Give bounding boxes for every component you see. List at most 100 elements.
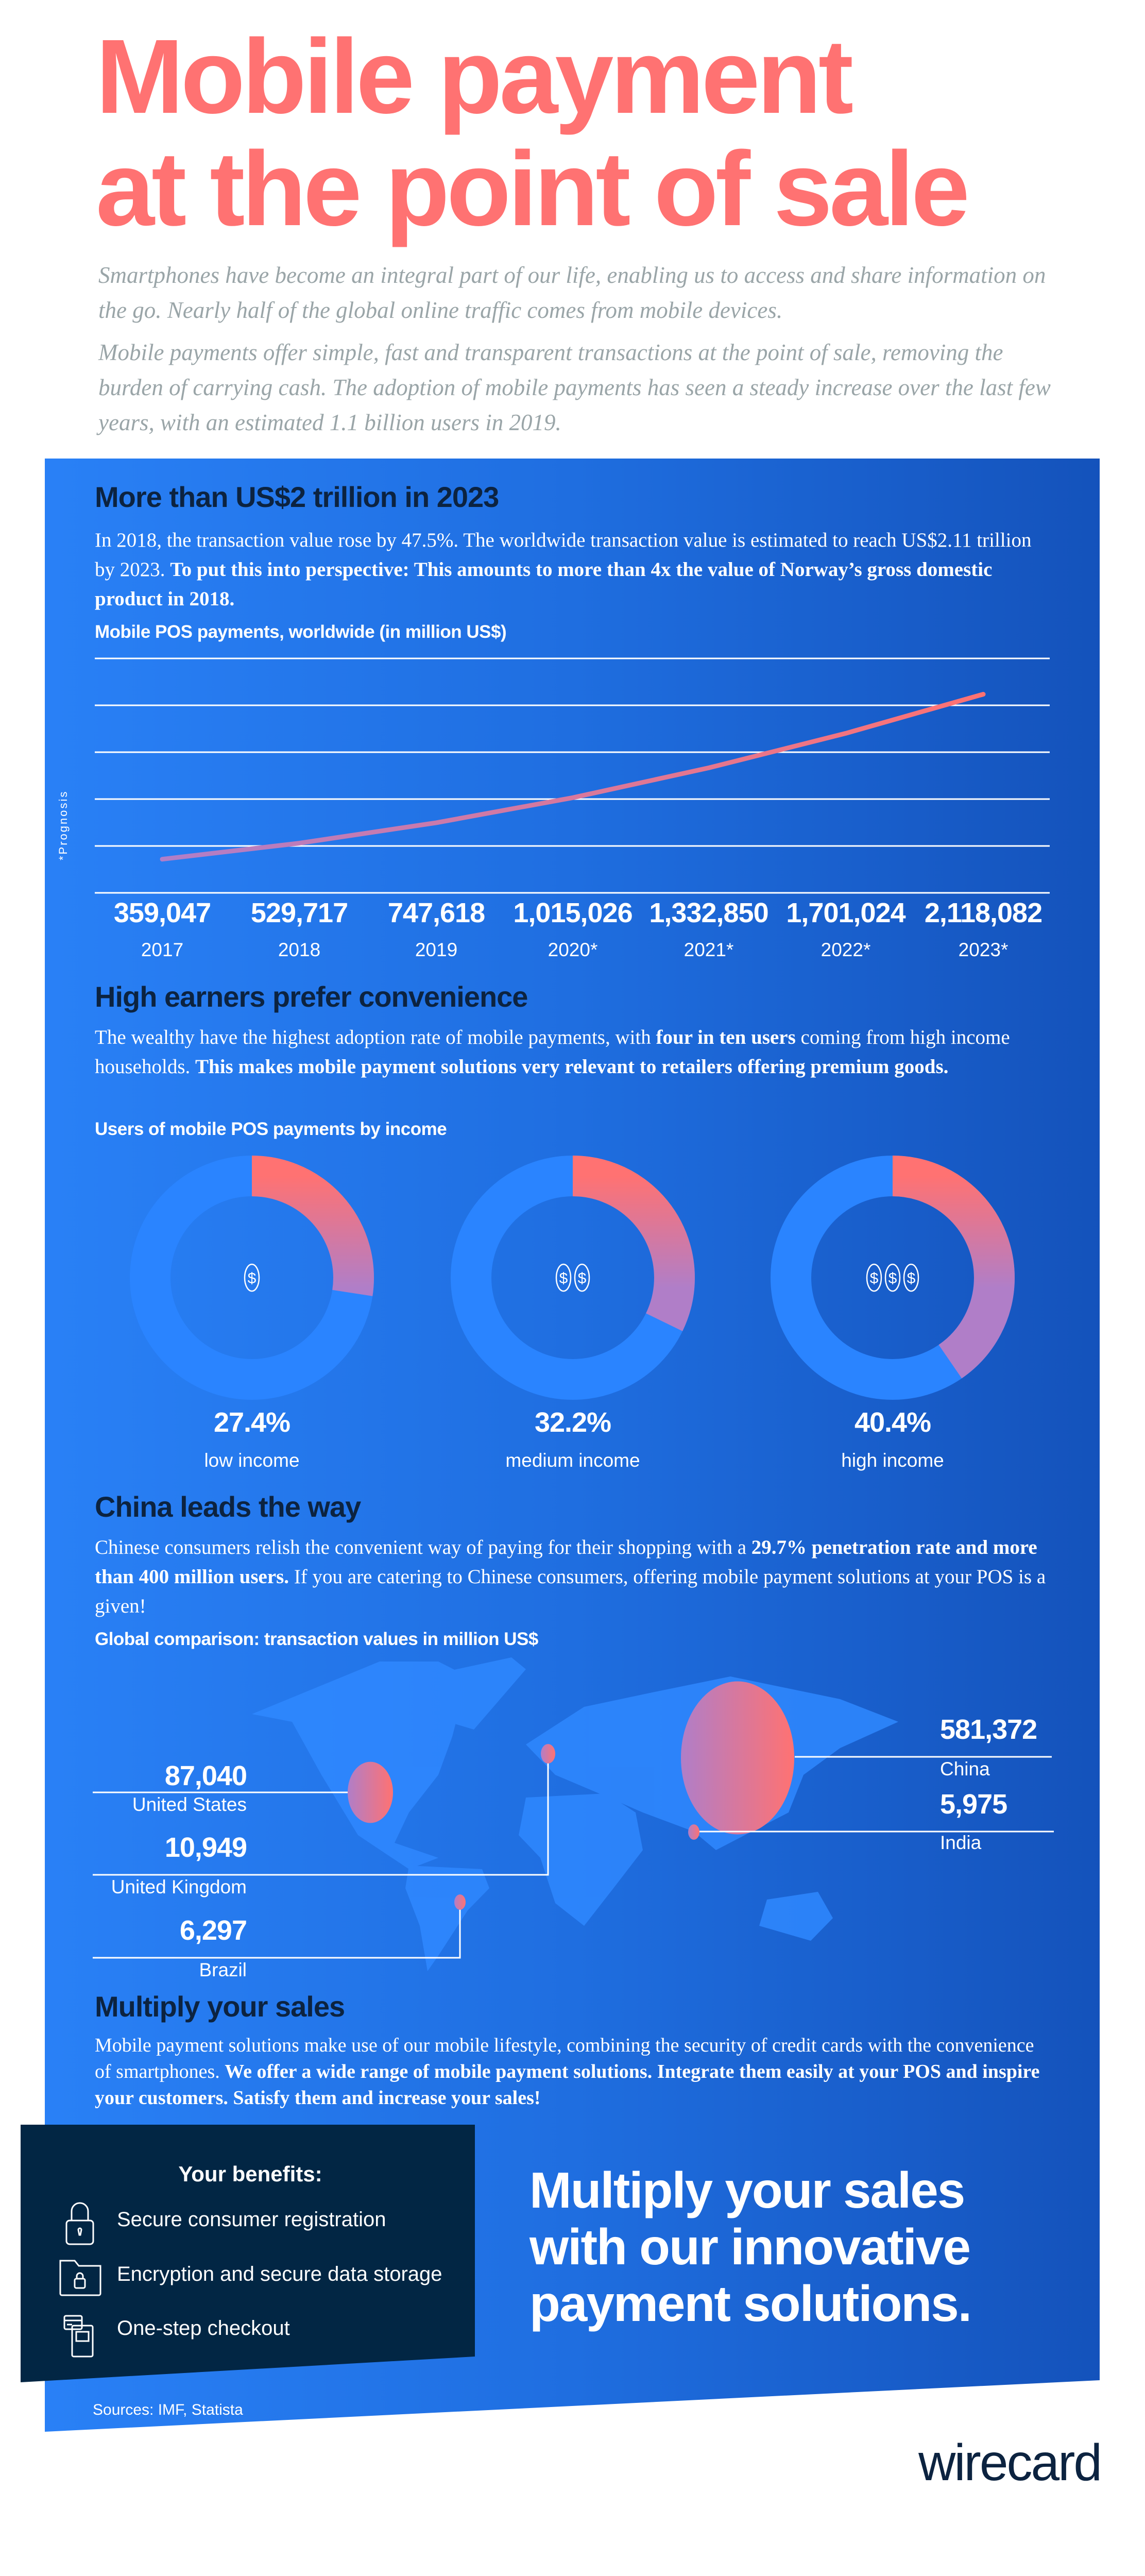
section-heading-china: China leads the way [95, 1490, 361, 1523]
dollar-coin-icon: $ [884, 1263, 901, 1292]
donut-chart-title: Users of mobile POS payments by income [95, 1119, 447, 1139]
cta-headline: Multiply your sales with our innovative … [529, 2162, 972, 2332]
donut-segment [130, 1156, 374, 1400]
donut-value: 32.2% [534, 1407, 611, 1438]
country-value: 10,949 [164, 1832, 247, 1863]
text-segment-bold: 29.7% penetration rate and more than 400… [95, 1536, 1037, 1588]
donut-label: high income [841, 1450, 944, 1471]
section-heading-multiply: Multiply your sales [95, 1990, 345, 2023]
text-segment-bold: To put this into perspective: This amoun… [95, 558, 993, 610]
greenland-shape [423, 1657, 526, 1730]
value-bubble [681, 1681, 794, 1835]
svg-text:$: $ [559, 1270, 568, 1287]
text-segment-bold: four in ten users [656, 1026, 796, 1048]
cta-line: with our innovative [529, 2218, 971, 2275]
leader-line [93, 1908, 461, 1959]
card-phone-icon [63, 2314, 97, 2360]
benefit-item: Secure consumer registration [117, 2208, 386, 2231]
country-label: United States [132, 1794, 247, 1815]
data-label: 529,717 [250, 897, 348, 928]
country-label: Brazil [199, 1959, 247, 1980]
svg-text:$: $ [907, 1270, 916, 1287]
sources-note: Sources: IMF, Statista [93, 2401, 243, 2418]
country-value: 6,297 [179, 1915, 247, 1946]
folder-lock-icon [59, 2259, 102, 2299]
data-label: 747,618 [387, 897, 485, 928]
donut-label: medium income [505, 1450, 640, 1471]
benefit-item: One-step checkout [117, 2317, 290, 2340]
x-tick-label: 2019 [415, 939, 458, 960]
text-segment-bold: We offer a wide range of mobile payment … [95, 2061, 1040, 2109]
leader-line [93, 1761, 549, 1876]
x-tick-label: 2021* [683, 939, 734, 960]
section-heading-high-earners: High earners prefer convenience [95, 980, 528, 1013]
country-label: India [940, 1832, 982, 1853]
cta-line: Multiply your sales [529, 2162, 965, 2218]
value-bubble [541, 1744, 555, 1764]
page-title: Mobile payment at the point of sale [96, 18, 970, 248]
x-tick-label: 2023* [958, 939, 1009, 960]
data-label: 2,118,082 [924, 897, 1043, 928]
data-label: 1,701,024 [786, 897, 905, 928]
donut-segment [771, 1156, 1015, 1400]
country-label: United Kingdom [111, 1876, 247, 1897]
title-line-2: at the point of sale [96, 130, 970, 248]
content-panel [45, 459, 1100, 2432]
intro-paragraph-1: Smartphones have become an integral part… [98, 262, 1046, 323]
x-tick-label: 2017 [141, 939, 184, 960]
benefits-title: Your benefits: [178, 2162, 322, 2186]
x-tick-label: 2018 [278, 939, 321, 960]
text-segment: Chinese consumers relish the convenient … [95, 1536, 751, 1558]
donut-segment [451, 1156, 695, 1400]
text-segment: Mobile payment solutions make use of our… [95, 2035, 1034, 2082]
text-segment: coming from high income households. [95, 1026, 1010, 1078]
cta-line: payment solutions. [529, 2275, 972, 2332]
svg-text:$: $ [578, 1270, 587, 1287]
section-heading-transaction-value: More than US$2 trillion in 2023 [95, 481, 499, 513]
text-segment: The wealthy have the highest adoption ra… [95, 1026, 656, 1048]
africa-shape [519, 1793, 643, 1926]
map-chart-title: Global comparison: transaction values in… [95, 1629, 538, 1649]
value-bubble [688, 1824, 699, 1840]
data-label: 359,047 [113, 897, 211, 928]
world-map [93, 1657, 898, 1971]
section-text-multiply: Mobile payment solutions make use of our… [95, 2032, 1053, 2111]
line-chart [95, 657, 1050, 894]
benefit-item: Encryption and secure data storage [117, 2263, 442, 2285]
data-label: 1,015,026 [513, 897, 633, 928]
lock-icon [64, 2200, 95, 2249]
intro-paragraph-2: Mobile payments offer simple, fast and t… [98, 340, 1051, 435]
x-tick-label: 2022* [821, 939, 871, 960]
dollar-coin-icon: $ [555, 1263, 572, 1292]
chart-title: Mobile POS payments, worldwide (in milli… [95, 622, 507, 642]
donut-value: 40.4% [854, 1407, 931, 1438]
section-text-china: Chinese consumers relish the convenient … [95, 1533, 1053, 1621]
series-line [160, 692, 986, 862]
value-bubble [348, 1761, 393, 1823]
x-tick-label: 2020* [548, 939, 598, 960]
donut-value: 27.4% [213, 1407, 290, 1438]
data-label: 1,332,850 [649, 897, 768, 928]
text-segment-bold: This makes mobile payment solutions very… [195, 1056, 949, 1078]
value-bubble [454, 1894, 466, 1910]
country-value: 581,372 [940, 1714, 1037, 1745]
donut-charts: $ $ $ $ $ $ [130, 1156, 1015, 1400]
text-segment: In 2018, the transaction value rose by 4… [95, 529, 1032, 581]
svg-text:$: $ [888, 1270, 897, 1287]
australia-shape [759, 1892, 833, 1941]
country-label: China [940, 1758, 990, 1780]
title-line-1: Mobile payment [96, 18, 853, 135]
donut-label: low income [204, 1450, 300, 1471]
country-value: 87,040 [164, 1760, 247, 1791]
country-value: 5,975 [940, 1789, 1007, 1820]
section-text-transaction-value: In 2018, the transaction value rose by 4… [95, 526, 1053, 614]
south-america-shape [405, 1866, 489, 1971]
dollar-coin-icon: $ [903, 1263, 919, 1292]
benefits-box [21, 2125, 475, 2382]
svg-text:$: $ [870, 1270, 879, 1287]
text-segment: If you are catering to Chinese consumers… [95, 1566, 1046, 1617]
wirecard-logo: wirecard [918, 2434, 1102, 2492]
dollar-coin-icon: $ [244, 1263, 260, 1292]
svg-text:$: $ [248, 1270, 257, 1287]
section-text-high-earners: The wealthy have the highest adoption ra… [95, 1023, 1053, 1081]
